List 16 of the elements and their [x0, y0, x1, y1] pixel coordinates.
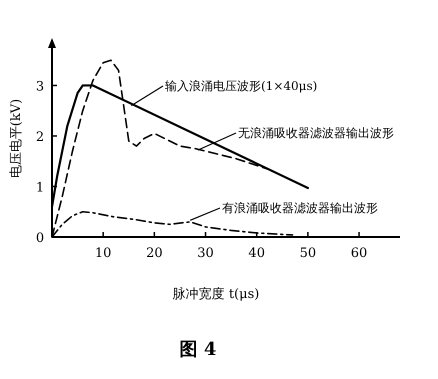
y-tick-label: 1 — [36, 180, 44, 196]
x-tick-label: 30 — [197, 246, 214, 261]
y-tick-label: 2 — [36, 130, 44, 145]
text: 图 4 — [180, 339, 216, 360]
annotation: 有浪涌吸收器滤波器输出波形 — [222, 201, 378, 215]
y-tick-label: 0 — [36, 231, 44, 246]
x-tick-label: 20 — [146, 246, 163, 261]
y-tick-label: 3 — [36, 79, 44, 94]
y-axis-title: 电压电平(kV) — [9, 98, 24, 178]
x-tick-label: 10 — [94, 246, 112, 261]
x-tick-label: 40 — [248, 246, 265, 261]
x-tick-label: 60 — [350, 246, 368, 261]
annotation: 输入浪涌电压波形(1×40μs) — [165, 79, 318, 93]
annotation: 无浪涌吸收器滤波器输出波形 — [238, 126, 394, 140]
x-axis-title: 脉冲宽度 t(μs) — [172, 286, 260, 302]
x-tick-label: 50 — [300, 246, 316, 261]
